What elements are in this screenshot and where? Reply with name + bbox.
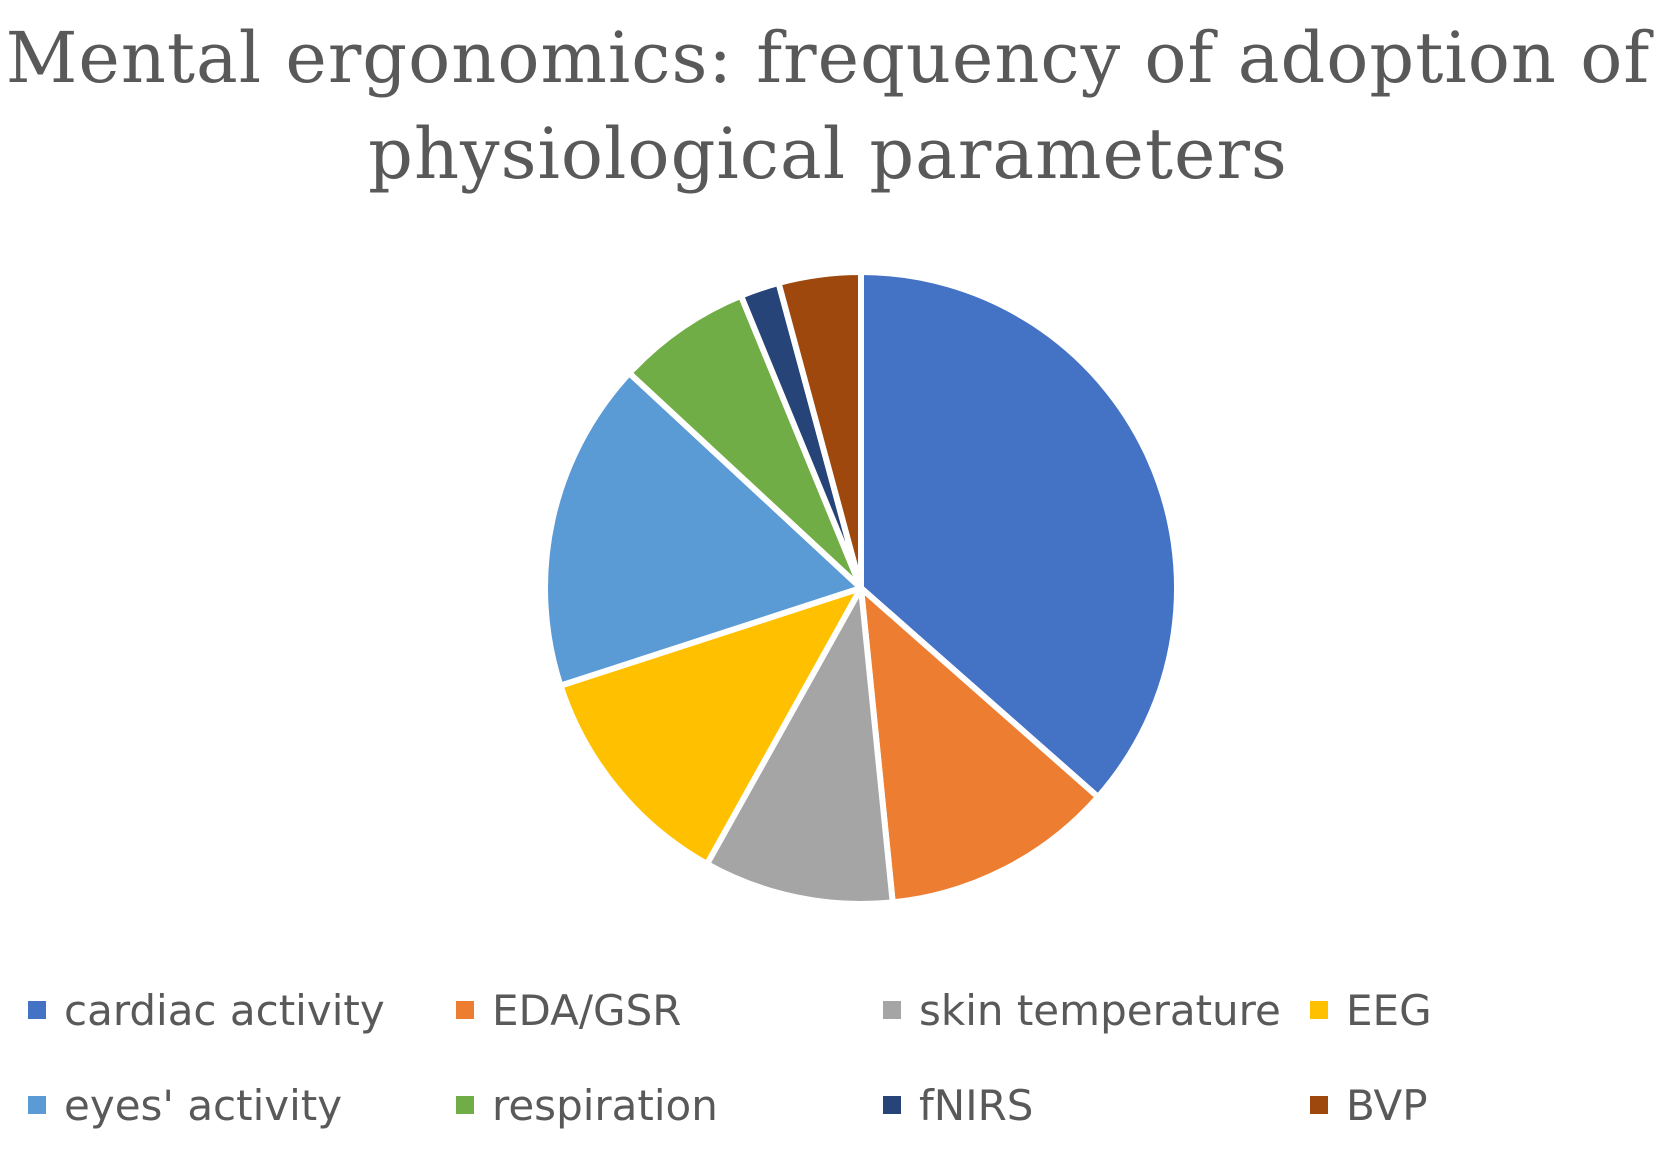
legend-swatch	[456, 1096, 474, 1114]
legend-label: skin temperature	[919, 985, 1281, 1035]
pie-slice-bvp	[775, 269, 864, 591]
legend-label: BVP	[1346, 1080, 1428, 1130]
legend-swatch	[883, 1096, 901, 1114]
legend-swatch	[456, 1001, 474, 1019]
legend-swatch	[28, 1001, 46, 1019]
legend-label: cardiac activity	[64, 985, 385, 1035]
legend-swatch	[1310, 1096, 1328, 1114]
pie-slice-cardiac-activity	[858, 269, 1180, 800]
legend-label: fNIRS	[919, 1080, 1034, 1130]
chart-title: Mental ergonomics: frequency of adoption…	[0, 10, 1656, 202]
legend-item-eyes-activity: eyes' activity	[28, 1075, 342, 1135]
legend-label: eyes' activity	[64, 1080, 343, 1130]
pie-slice-eeg	[557, 585, 864, 867]
legend-label: EEG	[1346, 985, 1432, 1035]
chart-title-line-2: physiological parameters	[368, 113, 1288, 195]
legend-item-eda-gsr: EDA/GSR	[456, 980, 681, 1040]
legend-label: respiration	[492, 1080, 718, 1130]
legend-item-fnirs: fNIRS	[883, 1075, 1033, 1135]
legend-swatch	[883, 1001, 901, 1019]
legend-item-skin-temperature: skin temperature	[883, 980, 1281, 1040]
chart-title-line-1: Mental ergonomics: frequency of adoption…	[5, 17, 1651, 99]
legend-item-respiration: respiration	[456, 1075, 718, 1135]
pie-slice-eyes-activity	[542, 370, 864, 689]
legend-label: EDA/GSR	[492, 985, 682, 1035]
legend-item-eeg: EEG	[1310, 980, 1432, 1040]
pie-slice-eda-gsr	[858, 585, 1102, 906]
legend-item-bvp: BVP	[1310, 1075, 1428, 1135]
chart-legend: cardiac activity EDA/GSR skin temperature E…	[0, 980, 1656, 1160]
legend-swatch	[28, 1096, 46, 1114]
pie-slice-respiration	[626, 292, 864, 591]
pie-slice-skin-temperature	[704, 585, 896, 907]
legend-item-cardiac-activity: cardiac activity	[28, 980, 385, 1040]
legend-swatch	[1310, 1001, 1328, 1019]
